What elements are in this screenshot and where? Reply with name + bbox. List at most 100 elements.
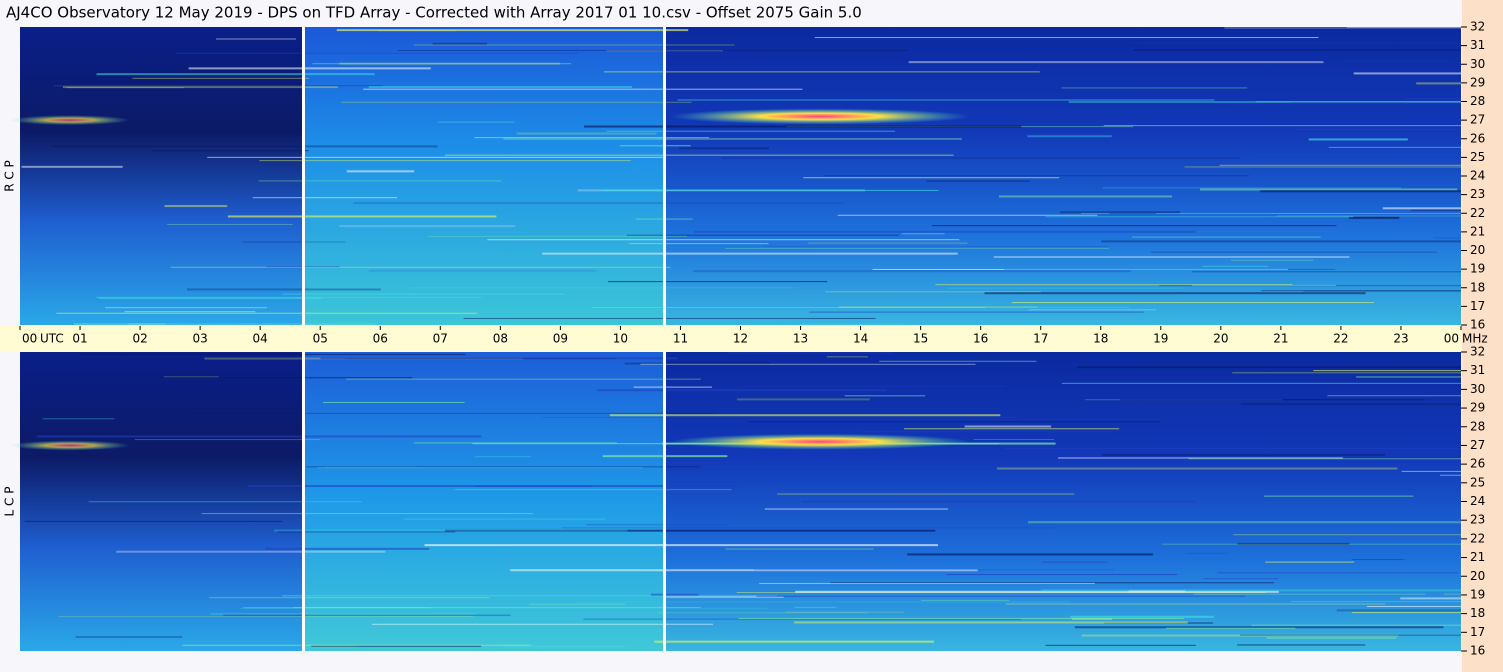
data-gap [302,27,305,325]
data-gap [663,27,666,325]
streak [88,501,362,503]
streak [1199,188,1458,191]
streak [516,132,657,135]
streak [66,87,184,89]
streak [1028,309,1157,311]
streak [859,431,1110,433]
x-tick-label: 10 [613,332,628,346]
streak [317,467,643,469]
streak [346,170,415,173]
streak [62,86,338,89]
y-tick-label: 26 [1470,131,1485,145]
streak [1076,366,1461,369]
y-tick-label: 22 [1470,206,1485,220]
streak [339,225,516,227]
streak [926,180,1030,182]
streak [996,467,1398,470]
streak [984,292,1366,295]
y-tick-label: 27 [1470,438,1485,452]
streak [242,241,346,243]
y-tick-label: 16 [1470,318,1485,332]
streak [274,529,628,532]
streak [341,101,692,103]
y-tick-label: 24 [1470,169,1485,183]
x-tick-label: 14 [853,332,868,346]
y-tick-label: 25 [1470,150,1485,164]
streak [597,389,887,392]
streak [561,527,1055,529]
streak [1027,135,1112,138]
streak [223,614,511,616]
streak [542,416,1019,418]
x-tick-label: 02 [132,332,147,346]
streak [1133,49,1461,51]
y-tick-label: 16 [1470,644,1485,658]
streak [1327,463,1461,465]
streak [577,601,1071,603]
streak [1004,268,1336,270]
x-tick-label: 00 [1444,332,1459,346]
streak [503,137,962,140]
streak [1239,634,1461,636]
streak [170,266,671,268]
streak [437,121,515,123]
streak [998,195,1173,198]
x-tick-label: 19 [1153,332,1168,346]
streak [346,378,701,380]
streak [1165,627,1296,629]
streak [1433,237,1461,239]
streak [1303,290,1461,292]
streak [1336,609,1461,612]
streak [584,125,1022,128]
y-tick-label: 25 [1470,475,1485,489]
x-tick-label: 15 [913,332,928,346]
streak [1219,164,1461,166]
streak [1260,190,1461,193]
streak [56,312,478,314]
streak [1404,98,1461,100]
streak [368,270,596,272]
streak [1351,559,1404,561]
streak [626,234,899,236]
streak [188,67,431,70]
streak [825,291,1041,293]
streak [320,357,678,360]
streak [474,137,709,139]
streak [604,71,1040,73]
streak [795,590,1279,593]
streak [1237,644,1366,646]
streak [42,418,115,420]
streak [838,306,1038,308]
streak [1327,395,1461,397]
x-tick-label: 23 [1393,332,1408,346]
streak [830,582,1274,584]
y-tick-label: 21 [1470,224,1485,238]
streak [1108,213,1157,215]
y-tick-label: 20 [1470,243,1485,257]
streak [1070,615,1214,618]
y-tick-label: 17 [1470,625,1485,639]
streak [243,607,431,609]
streak [339,62,560,65]
streak [837,214,1098,216]
streak [1230,259,1314,261]
streak [1131,236,1321,238]
data-gap [302,352,305,651]
streak [586,524,729,526]
y-tick-label: 18 [1470,606,1485,620]
y-tick-label: 19 [1470,262,1485,276]
streak [96,296,482,298]
streak [908,61,1324,64]
streak [1058,457,1343,459]
streak [759,582,1095,584]
streak [368,86,633,89]
streak [463,317,876,319]
emission-band [10,115,130,126]
streak [993,256,1350,258]
streak [1061,87,1248,89]
streak [803,177,1060,179]
emission-band [10,440,130,451]
y-tick-label: 32 [1470,20,1485,34]
streak [132,77,309,79]
